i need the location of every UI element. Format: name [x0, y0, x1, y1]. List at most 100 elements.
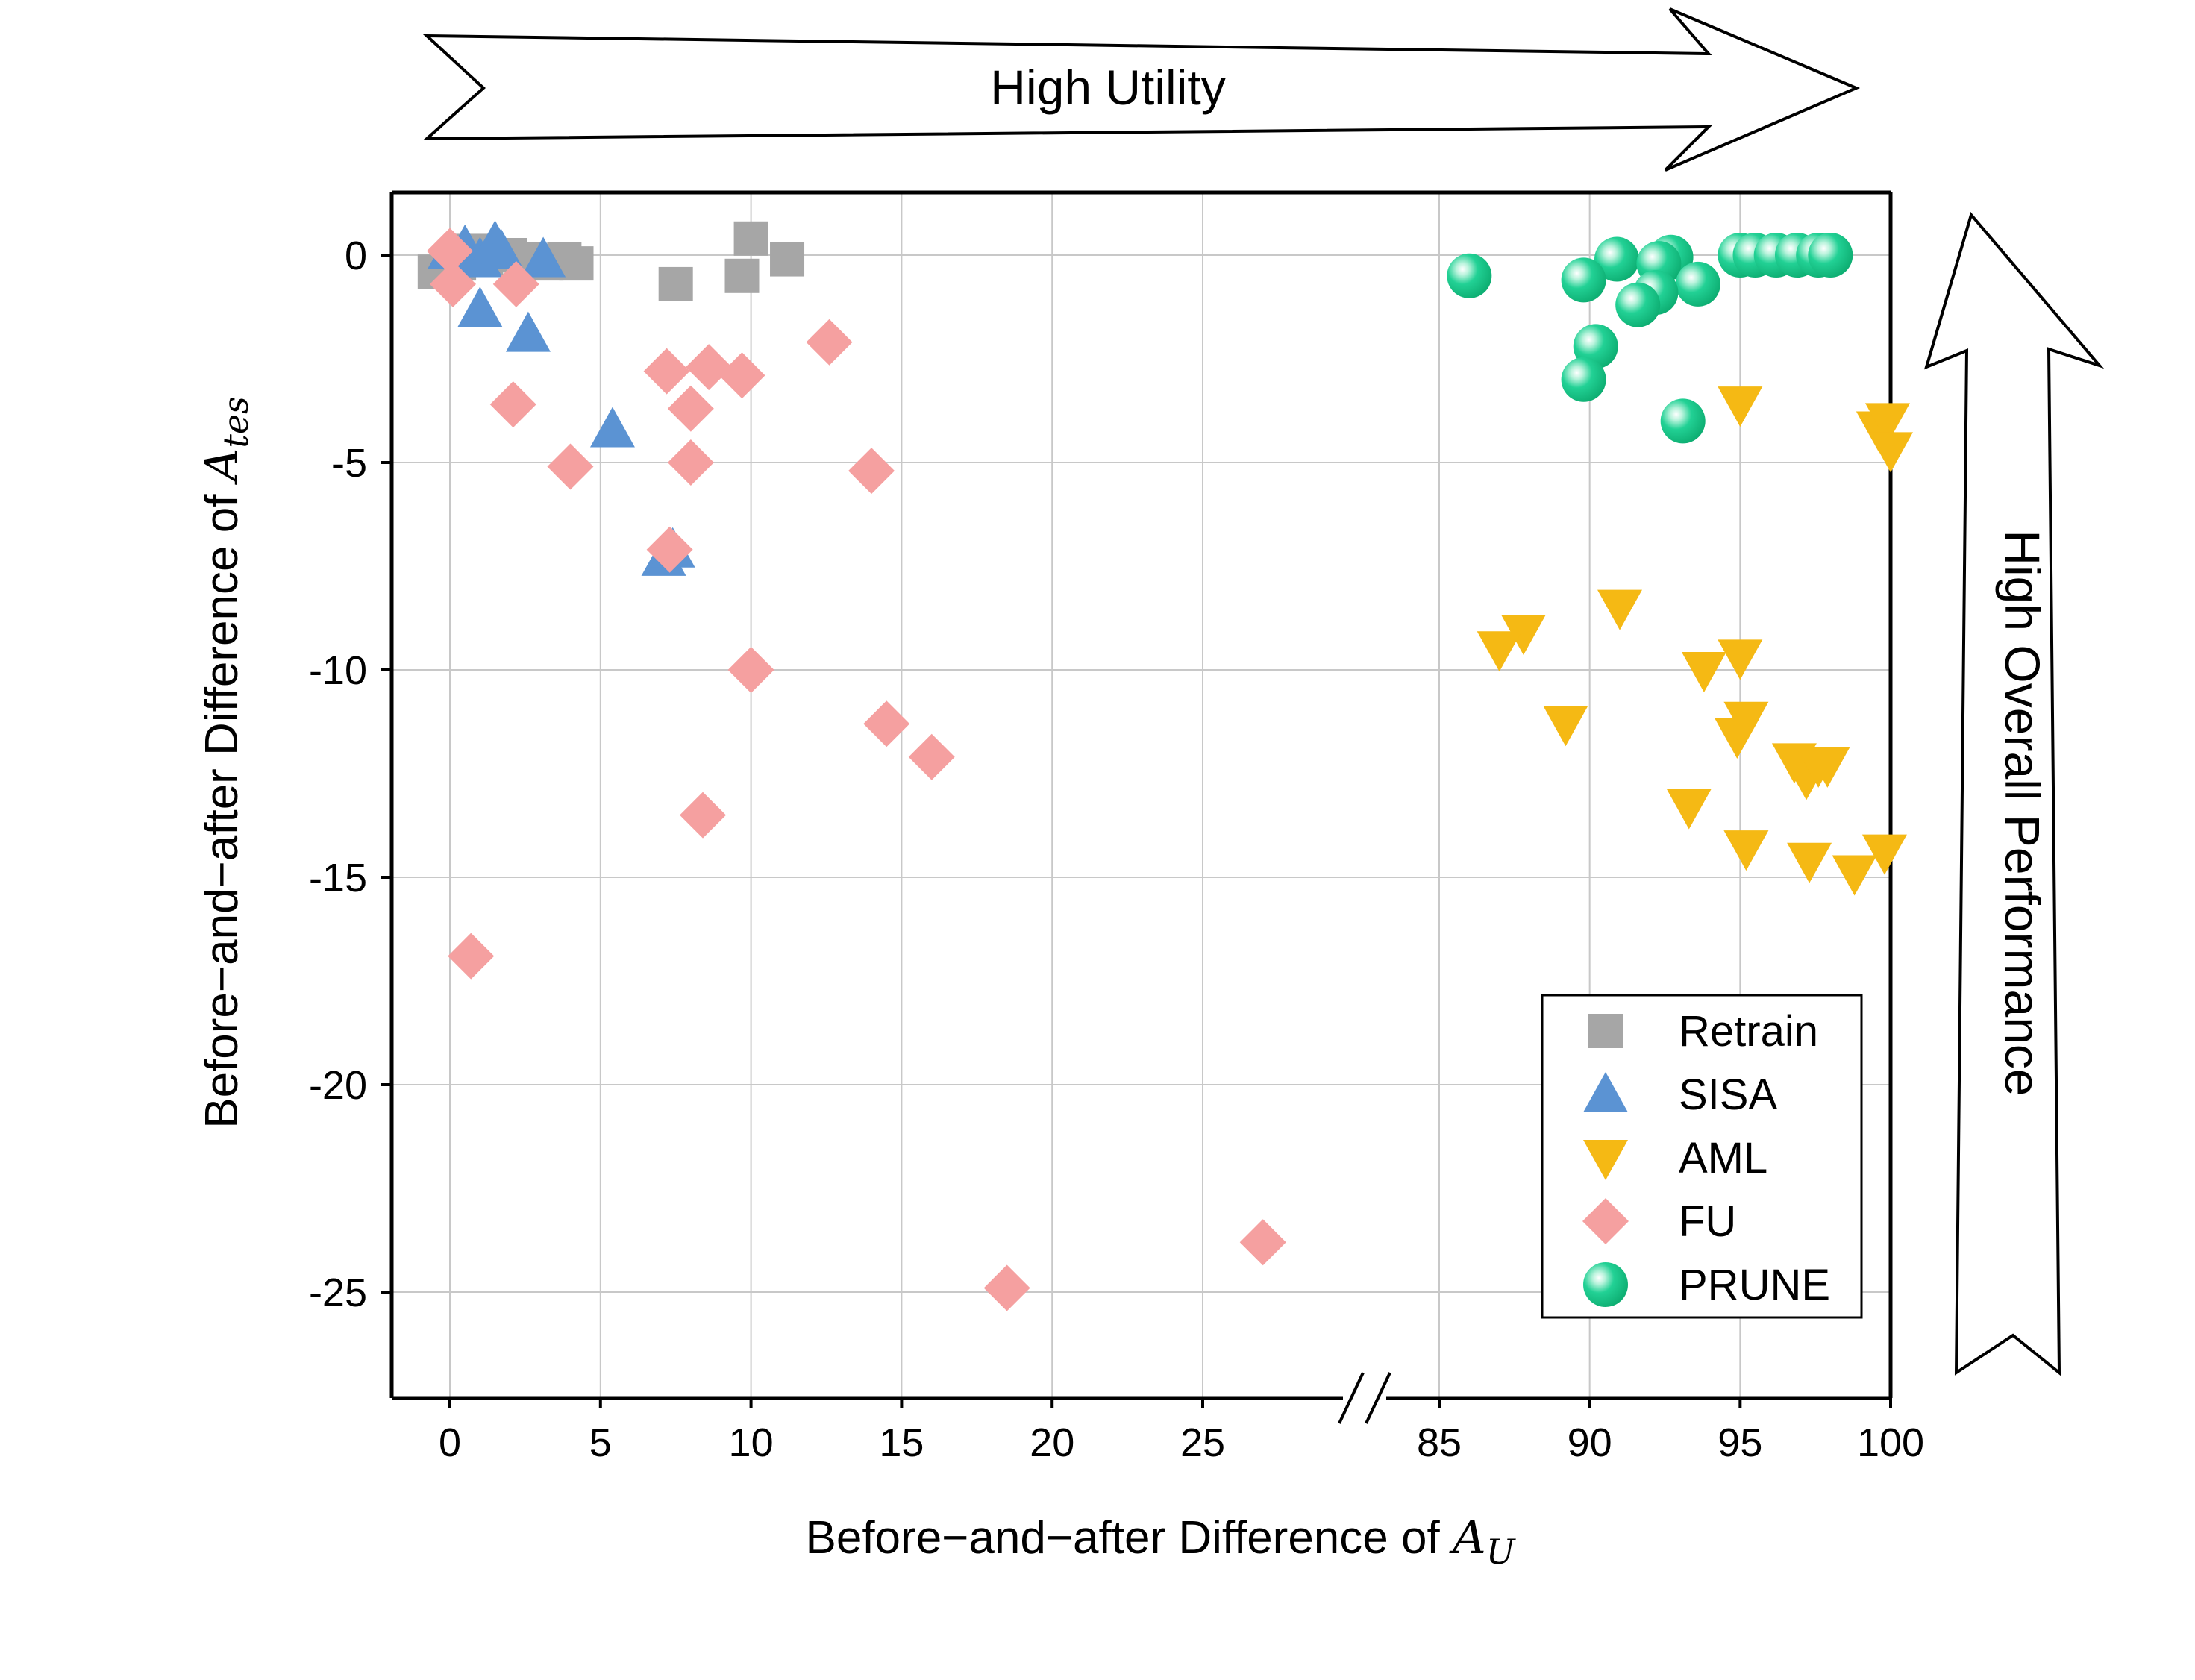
legend-marker-retrain — [1588, 1014, 1623, 1048]
fu-point — [718, 352, 765, 399]
fu-point — [680, 792, 727, 839]
fu-point — [643, 348, 690, 395]
aml-point — [1718, 386, 1763, 427]
fu-point — [863, 700, 910, 747]
y-axis-title-subscript: tes — [216, 396, 256, 448]
x-tick-label: 10 — [729, 1420, 774, 1465]
high-performance-arrow: High Overall Performance — [1923, 211, 2105, 1376]
fu-point — [489, 381, 536, 428]
x-tick-label: 20 — [1030, 1420, 1074, 1465]
x-axis-title-symbol: A — [1449, 1510, 1486, 1564]
aml-point — [1681, 652, 1726, 692]
series-sisa — [428, 220, 695, 576]
sisa-point — [505, 311, 551, 352]
aml-point — [1868, 432, 1913, 473]
sisa-point — [521, 236, 566, 278]
legend-marker-fu — [1582, 1198, 1629, 1244]
y-tick-label: -10 — [309, 648, 367, 693]
x-tick-label: 5 — [589, 1420, 612, 1465]
fu-point — [848, 448, 895, 495]
aml-point — [1723, 830, 1769, 871]
x-tick-label: 100 — [1857, 1420, 1924, 1465]
y-axis-title: Before−and−after Difference of Ates — [194, 396, 256, 1129]
legend-marker-aml — [1583, 1140, 1628, 1180]
legend-label: PRUNE — [1679, 1261, 1830, 1309]
retrain-point — [658, 266, 693, 301]
x-tick-label: 25 — [1180, 1420, 1225, 1465]
aml-point — [1718, 639, 1763, 680]
x-tick-label: 95 — [1718, 1420, 1762, 1465]
aml-point — [1864, 403, 1910, 444]
prune-point — [1808, 233, 1853, 278]
prune-point — [1615, 282, 1661, 327]
aml-point — [1597, 589, 1642, 630]
sisa-point — [478, 228, 524, 269]
aml-point — [1787, 842, 1832, 883]
x-axis-title-subscript: U — [1486, 1532, 1517, 1572]
fu-point — [667, 385, 714, 432]
points-layer — [417, 220, 1913, 1311]
sisa-point — [457, 286, 503, 327]
prune-point — [1447, 253, 1492, 298]
high-utility-label: High Utility — [990, 60, 1225, 115]
y-tick-label: 0 — [345, 233, 367, 278]
fu-point — [806, 319, 853, 366]
legend-marker-sisa — [1583, 1072, 1628, 1112]
fu-point — [492, 260, 539, 307]
fu-point — [686, 344, 733, 391]
aml-point — [1543, 706, 1588, 747]
series-prune — [1447, 233, 1853, 444]
legend-label: SISA — [1679, 1071, 1777, 1119]
aml-point — [1861, 834, 1907, 875]
prune-point — [1660, 398, 1706, 444]
y-axis-title-symbol: A — [194, 448, 248, 486]
high-performance-label: High Overall Performance — [1995, 530, 2050, 1096]
legend-item-prune: PRUNE — [1583, 1261, 1830, 1309]
aml-point — [1715, 718, 1760, 759]
x-tick-label: 90 — [1568, 1420, 1612, 1465]
legend-item-sisa: SISA — [1583, 1071, 1777, 1119]
x-tick-label: 85 — [1417, 1420, 1462, 1465]
fu-point — [430, 260, 477, 307]
fu-point — [646, 526, 693, 573]
retrain-point — [733, 221, 768, 256]
aml-point — [1805, 747, 1850, 788]
retrain-point — [724, 258, 760, 293]
aml-point — [1500, 614, 1546, 655]
legend-label: AML — [1679, 1134, 1767, 1182]
legend: Retrain SISA AML FU PRUNE — [1541, 994, 1863, 1319]
x-axis-title-prefix: Before−and−after Difference of — [806, 1512, 1453, 1564]
fu-point — [983, 1264, 1030, 1311]
prune-point — [1561, 257, 1606, 303]
retrain-point — [559, 246, 594, 281]
aml-point — [1832, 855, 1877, 896]
x-axis-title: Before−and−after Difference of AU — [806, 1510, 1517, 1572]
x-tick-label: 15 — [879, 1420, 924, 1465]
axis-break-mark — [1338, 1372, 1365, 1424]
sisa-point — [589, 407, 635, 448]
legend-label: Retrain — [1679, 1007, 1818, 1056]
high-performance-arrow-shape — [1923, 211, 2105, 1376]
y-tick-label: -15 — [309, 856, 367, 900]
y-tick-label: -25 — [309, 1270, 367, 1315]
axes-layer: 0 5 10 15 20 25 85 90 95 100 0 -5 -10 -15 -20 -25 — [309, 190, 1924, 1465]
retrain-point — [770, 242, 805, 277]
fu-point — [427, 228, 473, 275]
fu-point — [667, 439, 714, 486]
high-utility-arrow-shape — [422, 7, 1861, 172]
fu-point — [448, 933, 495, 980]
series-fu — [427, 228, 1286, 1311]
prune-point — [1675, 261, 1720, 307]
high-utility-arrow: High Utility — [422, 7, 1861, 172]
legend-label: FU — [1679, 1197, 1736, 1246]
x-tick-label: 0 — [439, 1420, 461, 1465]
y-axis-title-prefix: Before−and−after Difference of — [196, 481, 248, 1128]
series-aml — [1477, 386, 1913, 896]
y-tick-label: -5 — [331, 441, 367, 486]
legend-item-fu: FU — [1582, 1197, 1736, 1246]
prune-point — [1561, 357, 1606, 402]
legend-item-retrain: Retrain — [1588, 1007, 1818, 1056]
fu-point — [908, 733, 955, 780]
aml-point — [1477, 631, 1522, 672]
